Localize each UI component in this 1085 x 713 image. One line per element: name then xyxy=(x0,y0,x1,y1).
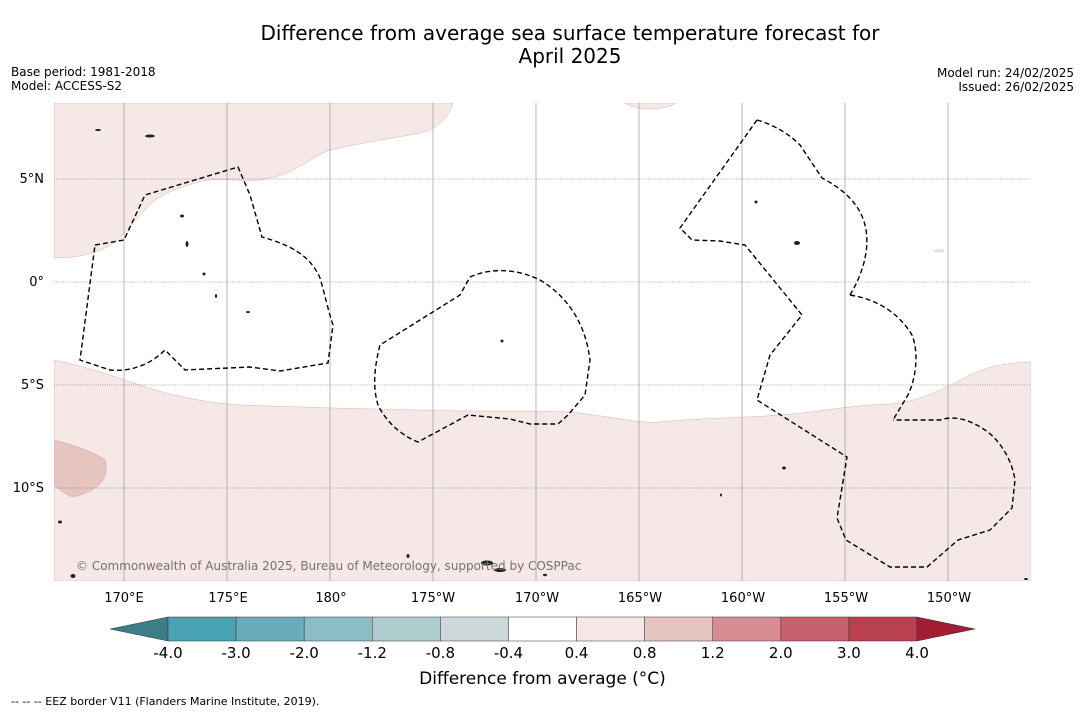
title-line-2: April 2025 xyxy=(518,44,622,68)
eez-border-kiribati-gilbert xyxy=(79,166,334,372)
colorbar-segment xyxy=(303,616,373,642)
eez-border-kiribati-phoenix xyxy=(373,269,591,443)
footnote-eez: -- -- -- EEZ border V11 (Flanders Marine… xyxy=(11,695,320,708)
colorbar-tick-label: 3.0 xyxy=(837,644,861,662)
map-plot-area: © Commonwealth of Australia 2025, Bureau… xyxy=(54,103,1031,581)
lon-label: 155°W xyxy=(824,591,868,606)
map-title: Difference from average sea surface temp… xyxy=(0,22,1085,68)
colorbar-title: Difference from average (°C) xyxy=(419,669,666,689)
title-line-1: Difference from average sea surface temp… xyxy=(260,21,880,45)
colorbar: -4.0 -3.0 -2.0 -1.2 -0.8 -0.4 0.4 0.8 1.2 2.0 3.0 4… xyxy=(109,616,976,662)
graticule-meridians xyxy=(123,103,949,581)
colorbar-segment xyxy=(508,616,577,642)
anomaly-region-top xyxy=(624,103,677,110)
colorbar-tick-label: 2.0 xyxy=(769,644,793,662)
colorbar-tick-label: 0.4 xyxy=(565,644,589,662)
colorbar-segment xyxy=(848,616,918,642)
lat-label: 10°S xyxy=(13,481,44,496)
issued-date: Issued: 26/02/2025 xyxy=(958,80,1074,94)
eez-border-cook-north xyxy=(849,294,917,421)
colorbar-tick-label: -4.0 xyxy=(153,644,182,662)
eez-borders xyxy=(79,119,1016,568)
colorbar-tick-label: 0.8 xyxy=(633,644,657,662)
lat-label: 5°N xyxy=(20,172,45,187)
anomaly-region-south xyxy=(54,359,1031,581)
colorbar-tick-label: -2.0 xyxy=(290,644,319,662)
colorbar-segment xyxy=(167,616,237,642)
colorbar-tick-label: -3.0 xyxy=(221,644,250,662)
copyright-text: © Commonwealth of Australia 2025, Bureau… xyxy=(76,559,581,573)
colorbar-segment xyxy=(644,616,713,642)
colorbar-under-arrow xyxy=(109,616,169,642)
colorbar-segments xyxy=(167,616,918,642)
colorbar-tick-label: -1.2 xyxy=(358,644,387,662)
colorbar-tick-label: 1.2 xyxy=(701,644,725,662)
eez-border-kiribati-line xyxy=(756,119,868,296)
lon-label: 160°W xyxy=(721,591,765,606)
lon-label: 170°W xyxy=(515,591,559,606)
islands xyxy=(58,129,1028,580)
colorbar-segment xyxy=(235,616,305,642)
lon-label: 175°W xyxy=(411,591,455,606)
meta-left: Base period: 1981-2018 Model: ACCESS-S2 xyxy=(11,65,156,93)
colorbar-tick-label: 4.0 xyxy=(905,644,929,662)
latitude-labels: 5°N 0° 5°S 10°S xyxy=(13,172,44,496)
colorbar-over-arrow xyxy=(916,616,976,642)
colorbar-tick-label: -0.4 xyxy=(494,644,523,662)
colorbar-segment xyxy=(780,616,850,642)
colorbar-segment xyxy=(440,616,509,642)
longitude-labels: 170°E 175°E 180° 175°W 170°W 165°W 160°W… xyxy=(104,591,971,606)
colorbar-segment xyxy=(712,616,782,642)
anomaly-patch-west xyxy=(54,439,107,497)
colorbar-ticks: -4.0 -3.0 -2.0 -1.2 -0.8 -0.4 0.4 0.8 1.2 2.0 3.0 4… xyxy=(153,644,929,662)
anomaly-blob-east xyxy=(933,249,945,252)
colorbar-segment xyxy=(576,616,645,642)
model-run: Model run: 24/02/2025 xyxy=(936,66,1074,80)
lon-label: 150°W xyxy=(927,591,971,606)
lon-label: 175°E xyxy=(208,591,248,606)
base-period: Base period: 1981-2018 xyxy=(11,65,156,79)
lon-label: 180° xyxy=(315,591,346,606)
meta-right: Model run: 24/02/2025 Issued: 26/02/2025 xyxy=(937,66,1074,94)
lon-label: 170°E xyxy=(104,591,144,606)
lat-label: 5°S xyxy=(21,378,44,393)
lon-label: 165°W xyxy=(618,591,662,606)
model-name: Model: ACCESS-S2 xyxy=(11,79,123,93)
colorbar-tick-label: -0.8 xyxy=(426,644,455,662)
colorbar-segment xyxy=(372,616,441,642)
anomaly-region-north xyxy=(54,103,454,259)
lat-label: 0° xyxy=(29,275,44,290)
eez-border-line-lower xyxy=(679,119,1016,568)
